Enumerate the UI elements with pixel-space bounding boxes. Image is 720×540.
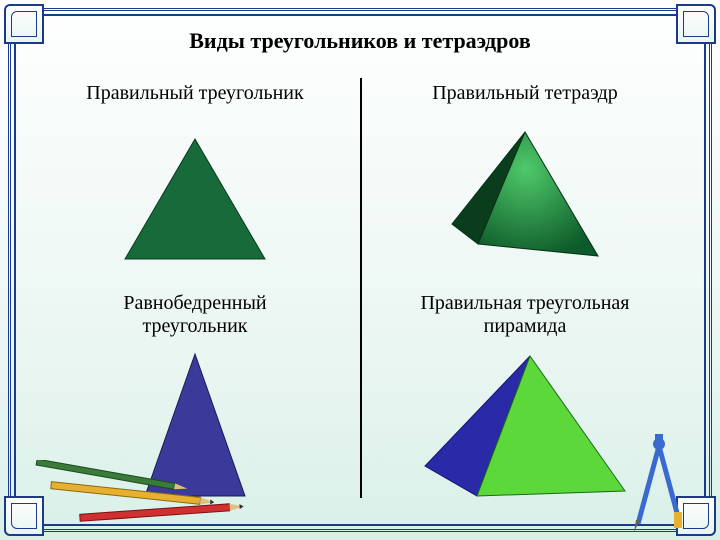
slide-page: Виды треугольников и тетраэдров Правильн… [0,0,720,540]
content-grid: Правильный треугольник Правильный тетраэ… [30,78,690,510]
shape-regular-tetrahedron [370,113,680,284]
cell-equilateral-triangle: Правильный треугольник [30,78,360,288]
label-equilateral-triangle: Правильный треугольник [86,82,303,105]
equilateral-triangle-icon [115,129,275,269]
label-isosceles-triangle: Равнобедренныйтреугольник [123,292,266,338]
regular-tetrahedron-icon [440,124,610,274]
label-regular-tetrahedron: Правильный тетраэдр [432,82,618,105]
regular-triangular-pyramid-icon [415,346,635,506]
cell-regular-tetrahedron: Правильный тетраэдр [360,78,690,288]
label-regular-triangular-pyramid: Правильная треугольнаяпирамида [420,292,629,338]
compass-icon [624,434,694,534]
page-title: Виды треугольников и тетраэдров [0,28,720,54]
shape-equilateral-triangle [40,113,350,284]
pencils-icon [30,460,320,530]
